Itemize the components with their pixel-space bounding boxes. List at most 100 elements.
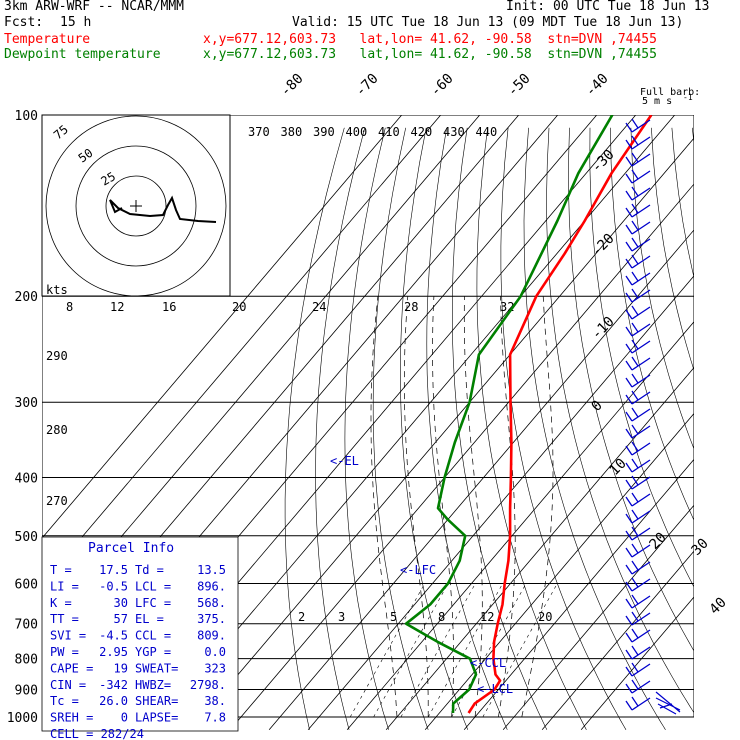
wind-barb-flag	[625, 207, 633, 218]
wind-barb-flag	[625, 224, 633, 235]
wind-barb-flag	[625, 292, 633, 303]
parcel-key: K =	[50, 596, 72, 610]
wind-barb	[631, 238, 651, 252]
parcel-value: -342	[99, 678, 128, 692]
moist-adiabat	[498, 296, 516, 718]
theta-tick-label: 430	[443, 125, 465, 139]
pressure-tick-label: 900	[15, 683, 38, 698]
wind-barb-flag	[631, 594, 639, 605]
mixing-ratio-label: 3	[338, 610, 345, 624]
isotherm-line	[502, 504, 694, 731]
wind-barb	[631, 255, 651, 269]
parcel-key: HWBZ=	[135, 678, 171, 692]
parcel-key: LCL =	[135, 579, 171, 593]
wind-barb-flag	[625, 411, 633, 422]
wind-barb-flag	[625, 496, 633, 507]
theta-tick-label: 420	[411, 125, 433, 139]
wind-barb-flag	[625, 190, 633, 201]
theta-tick-label: 440	[476, 125, 498, 139]
wind-barb-cluster	[655, 691, 681, 715]
mixing-ratio-label: 20	[538, 610, 552, 624]
dry-adiabat	[671, 127, 694, 279]
temperature-profile	[467, 115, 653, 714]
left-theta-label: 290	[46, 349, 68, 363]
pressure-tick-label: 800	[15, 653, 38, 668]
dry-adiabat	[692, 127, 694, 147]
pressure-tick-label: 500	[15, 530, 38, 545]
wind-barb	[631, 476, 651, 490]
wind-barb	[631, 612, 651, 626]
wind-legend-units: 5 m s	[642, 96, 672, 107]
mixing-ratio-label: 2	[298, 610, 305, 624]
wind-barb-flag	[625, 122, 633, 133]
wind-barb-flag	[631, 373, 639, 384]
parcel-key: CAPE =	[50, 661, 93, 675]
wind-barb	[631, 357, 651, 371]
parcel-panel-box	[41, 536, 239, 732]
wind-barb-flag	[631, 271, 639, 282]
wind-barb-flag	[625, 275, 633, 286]
wind-barb-flag	[631, 169, 639, 180]
temperature-legend: Temperature	[4, 32, 91, 47]
wind-barb	[631, 680, 651, 694]
level-annotations: <-EL <-LFC <-CCL <-LCL	[330, 454, 513, 696]
parcel-value: 17.5	[99, 563, 128, 577]
hodograph-ring-label: 50	[76, 146, 96, 166]
wind-barb-flag	[631, 509, 639, 520]
wind-barb	[631, 663, 651, 677]
wind-barb	[631, 493, 651, 507]
dry-adiabat	[451, 127, 548, 730]
isotherm-line	[268, 229, 694, 731]
wind-barb	[631, 408, 651, 422]
wind-barb-flag	[625, 428, 633, 439]
wind-barb	[631, 153, 651, 167]
wind-barb-flag	[631, 577, 639, 588]
wind-barb-flag	[625, 258, 633, 269]
wind-barb	[631, 340, 651, 354]
wind-barb-flag	[625, 156, 633, 167]
wind-barb	[631, 221, 651, 235]
wind-barb-flag	[625, 173, 633, 184]
wind-barb-flag	[625, 547, 633, 558]
wind-barb-flag	[631, 611, 639, 622]
wind-barbs: Full barb:5 m s -1	[625, 87, 700, 715]
wind-barb-flag	[631, 305, 639, 316]
parcel-value: 19	[114, 661, 128, 675]
wind-barb-flag	[631, 254, 639, 265]
mixing-ratio-line	[482, 583, 558, 718]
wind-barb-flag	[625, 241, 633, 252]
parcel-value: 38.	[204, 694, 226, 708]
wind-barb	[631, 289, 651, 303]
parcel-key: CCL =	[135, 629, 171, 643]
hodograph-ring	[105, 175, 167, 237]
wind-barb-flag	[631, 135, 639, 146]
parcel-value: 568.	[197, 596, 226, 610]
wind-barb-flag	[631, 458, 639, 469]
mixing-ratio-label: 24	[312, 300, 326, 314]
mixing-ratio-label: 28	[404, 300, 418, 314]
mixing-ratio-line	[373, 583, 449, 718]
wind-barb	[631, 119, 651, 133]
wind-barb	[631, 204, 651, 218]
moist-adiabat	[370, 296, 398, 718]
wind-barb-flag	[625, 309, 633, 320]
parcel-key: SREH =	[50, 711, 93, 725]
wind-barb-flag	[631, 339, 639, 350]
parcel-cell: CELL = 282/24	[50, 727, 144, 740]
wind-barb-flag	[625, 666, 633, 677]
temperature-location: x,y=677.12,603.73 lat,lon= 41.62, -90.58…	[203, 32, 657, 47]
hodograph-units: kts	[46, 283, 68, 297]
parcel-value: 0	[121, 711, 128, 725]
pressure-tick-label: 300	[15, 396, 38, 411]
pressure-axis-labels: 1000 900 800 700 600 500 400 300 200 100	[7, 109, 38, 726]
dry-adiabat	[546, 127, 694, 714]
wind-barb-flag	[631, 492, 639, 503]
wind-barb	[631, 544, 651, 558]
wind-barb-flag	[625, 598, 633, 609]
pressure-tick-label: 100	[15, 109, 38, 124]
parcel-info-panel: Parcel Info T = 17.5 Td = 13.5 LI = -0.5 LCL = 8…	[41, 536, 239, 740]
hodograph-trace	[109, 195, 217, 223]
wind-barb	[631, 595, 651, 609]
wind-barb-flag	[631, 679, 639, 690]
